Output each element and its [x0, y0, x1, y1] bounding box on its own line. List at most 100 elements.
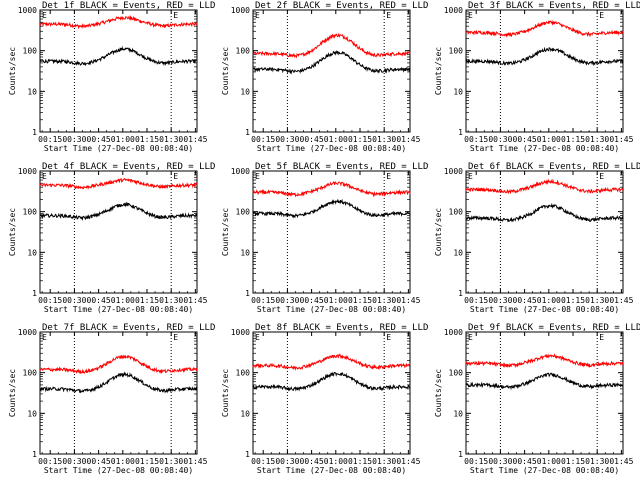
- x-tick-label: 00:15: [464, 135, 488, 144]
- E-marker-end: E: [599, 11, 604, 20]
- x-tick-label: 01:00: [111, 457, 135, 466]
- x-tick-label: 00:30: [62, 135, 86, 144]
- x-tick-label: 00:45: [513, 296, 537, 305]
- x-tick-label: 00:45: [87, 296, 111, 305]
- lld-series-line: [252, 353, 411, 371]
- plot-frame: [252, 331, 411, 455]
- E-marker-start: E: [42, 333, 47, 342]
- x-tick-label: 00:45: [87, 457, 111, 466]
- x-tick-label: 00:15: [251, 296, 275, 305]
- x-tick-label: 01:15: [561, 457, 585, 466]
- y-tick-label: 1000: [231, 167, 250, 176]
- lld-series-line: [465, 353, 624, 369]
- panel-8: Det 8f BLACK = Events, RED = LLD 1 10 100 10…: [221, 323, 428, 475]
- lld-series-line: [252, 181, 411, 198]
- x-tick-label: 00:15: [251, 135, 275, 144]
- x-tick-label: 01:00: [111, 296, 135, 305]
- events-series-line: [465, 46, 624, 67]
- x-tick-label: 01:45: [609, 457, 633, 466]
- y-tick-label: 100: [449, 208, 464, 217]
- E-marker-start: E: [468, 11, 473, 20]
- E-marker-start: E: [255, 333, 260, 342]
- plot-frame: [252, 170, 411, 294]
- x-tick-label: 00:45: [300, 296, 324, 305]
- y-tick-label: 100: [23, 208, 38, 217]
- y-axis-label: Counts/sec: [221, 208, 230, 256]
- x-tick-label: 01:30: [372, 135, 396, 144]
- plot-frame: [465, 9, 624, 133]
- E-marker-end: E: [173, 11, 178, 20]
- x-axis-label: Start Time (27-Dec-08 00:08:40): [470, 305, 619, 314]
- panel-2: Det 2f BLACK = Events, RED = LLD 1 10 100 10…: [221, 1, 428, 153]
- y-tick-label: 1: [32, 128, 37, 137]
- panel-1: Det 1f BLACK = Events, RED = LLD 1 10 100 10…: [8, 1, 215, 153]
- x-tick-label: 00:30: [62, 457, 86, 466]
- lld-series-line: [39, 15, 198, 30]
- x-tick-label: 01:45: [396, 457, 420, 466]
- E-marker-end: E: [173, 333, 178, 342]
- x-tick-label: 01:45: [609, 135, 633, 144]
- E-marker-end: E: [386, 11, 391, 20]
- y-tick-label: 100: [236, 208, 251, 217]
- events-series-line: [252, 50, 411, 75]
- x-tick-label: 01:30: [159, 135, 183, 144]
- x-tick-label: 01:00: [324, 457, 348, 466]
- x-tick-label: 00:30: [275, 296, 299, 305]
- x-tick-label: 01:00: [537, 296, 561, 305]
- y-axis-label: Counts/sec: [8, 369, 17, 417]
- y-tick-label: 1000: [18, 6, 37, 15]
- plot-frame: [39, 170, 198, 294]
- y-tick-label: 10: [453, 87, 463, 96]
- x-tick-label: 01:00: [324, 296, 348, 305]
- y-tick-label: 1000: [18, 167, 37, 176]
- y-axis-label: Counts/sec: [434, 208, 443, 256]
- x-tick-label: 00:15: [251, 457, 275, 466]
- panel-title: Det 4f BLACK = Events, RED = LLD: [42, 162, 215, 172]
- x-tick-label: 01:15: [348, 135, 372, 144]
- events-series-line: [39, 45, 198, 67]
- x-tick-label: 01:00: [537, 457, 561, 466]
- y-tick-label: 1: [458, 128, 463, 137]
- x-tick-label: 00:30: [488, 296, 512, 305]
- x-axis-label: Start Time (27-Dec-08 00:08:40): [257, 144, 406, 153]
- panel-3: Det 3f BLACK = Events, RED = LLD 1 10 100 10…: [434, 1, 640, 153]
- y-axis-label: Counts/sec: [434, 369, 443, 417]
- y-tick-label: 1: [458, 450, 463, 459]
- y-tick-label: 1000: [18, 328, 37, 337]
- y-tick-label: 100: [449, 369, 464, 378]
- y-axis-label: Counts/sec: [434, 47, 443, 95]
- y-tick-label: 100: [236, 47, 251, 56]
- panel-7: Det 7f BLACK = Events, RED = LLD 1 10 100 10…: [8, 323, 215, 475]
- y-tick-label: 10: [240, 409, 250, 418]
- x-tick-label: 01:45: [609, 296, 633, 305]
- plot-frame: [465, 331, 624, 455]
- y-tick-label: 1000: [231, 6, 250, 15]
- events-series-line: [39, 371, 198, 394]
- plot-frame: [465, 170, 624, 294]
- y-tick-label: 1: [458, 289, 463, 298]
- E-marker-end: E: [386, 333, 391, 342]
- x-tick-label: 00:15: [464, 457, 488, 466]
- panel-6: Det 6f BLACK = Events, RED = LLD 1 10 100 10…: [434, 162, 640, 314]
- panel-title: Det 7f BLACK = Events, RED = LLD: [42, 323, 215, 333]
- E-marker-start: E: [468, 333, 473, 342]
- x-tick-label: 01:30: [159, 296, 183, 305]
- y-tick-label: 100: [23, 369, 38, 378]
- y-tick-label: 10: [240, 87, 250, 96]
- x-axis-label: Start Time (27-Dec-08 00:08:40): [44, 144, 193, 153]
- panel-9: Det 9f BLACK = Events, RED = LLD 1 10 100 10…: [434, 323, 640, 475]
- panel-title: Det 1f BLACK = Events, RED = LLD: [42, 1, 215, 11]
- x-tick-label: 01:45: [396, 135, 420, 144]
- x-tick-label: 01:30: [585, 296, 609, 305]
- x-tick-label: 00:45: [87, 135, 111, 144]
- panel-title: Det 9f BLACK = Events, RED = LLD: [468, 323, 640, 333]
- y-tick-label: 10: [453, 248, 463, 257]
- y-tick-label: 1000: [444, 167, 463, 176]
- x-tick-label: 00:45: [513, 457, 537, 466]
- y-tick-label: 100: [236, 369, 251, 378]
- x-tick-label: 01:30: [585, 135, 609, 144]
- E-marker-start: E: [255, 11, 260, 20]
- x-tick-label: 00:15: [464, 296, 488, 305]
- x-tick-label: 01:15: [135, 296, 159, 305]
